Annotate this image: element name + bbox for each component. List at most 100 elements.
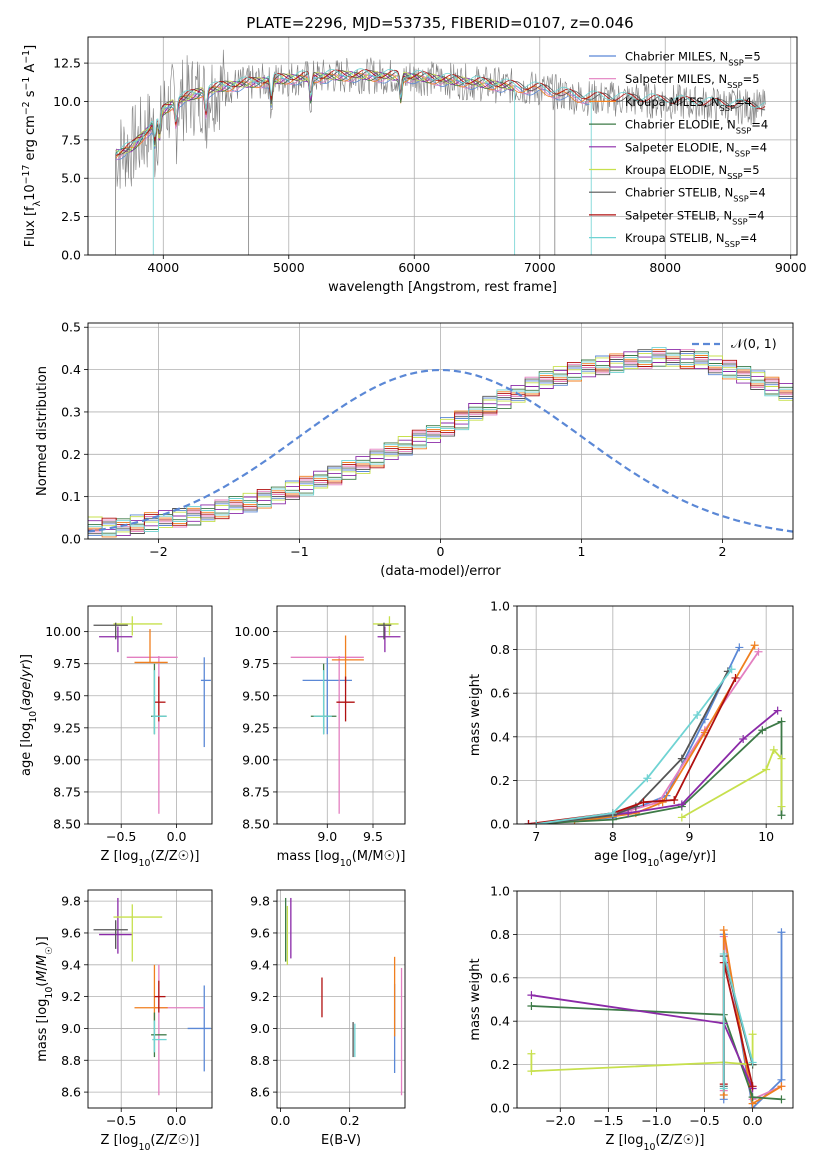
label-part: 𝒩 [731, 336, 746, 351]
y-tick-label: 0.4 [490, 1014, 510, 1029]
legend-label-salpeter_elodie: Salpeter ELODIE, NSSP=4 [625, 140, 767, 158]
label-part: 10 [23, 184, 38, 201]
x-tick-label: 5000 [273, 260, 305, 275]
panel-mass_vs_ebv: 0.0 0.2 8.6 8.8 9.0 9.2 9.4 9.6 9.8 E(B-V) [250, 889, 406, 1148]
weight-marker-salpeter_elodie [739, 734, 748, 743]
weight-marker-salpeter_elodie [773, 706, 782, 715]
weight-marker-chabrier_elodie [777, 1095, 786, 1104]
label-part: log [119, 1133, 139, 1148]
histogram-kroupa_stelib [88, 347, 793, 536]
label-part: −2 [21, 101, 32, 115]
y-tick-label: 9.00 [242, 752, 270, 767]
label-part: log [320, 849, 340, 864]
x-axis-label: Z [log10(Z/Z☉)] [606, 1133, 705, 1153]
x-tick-label: −0.5 [106, 1113, 136, 1128]
y-tick-label: 0.8 [490, 642, 510, 657]
weight-marker-salpeter_stelib [524, 820, 533, 824]
x-tick-label: 6000 [398, 260, 430, 275]
weight-marker-chabrier_elodie [748, 1093, 757, 1102]
weight-marker-kroupa_elodie [527, 1067, 536, 1076]
x-tick-label: 7000 [524, 260, 556, 275]
label-part: =5 [743, 163, 760, 177]
y-tick-label: 0.4 [490, 729, 510, 744]
label-part: Z [ [101, 1133, 119, 1148]
label-part: yr [19, 662, 34, 678]
label-part: log [627, 849, 647, 864]
weight-marker-kroupa_elodie [677, 813, 686, 822]
axes-frame [516, 605, 794, 825]
x-axis-label: E(B-V) [321, 1133, 361, 1148]
y-tick-label: 1.0 [490, 884, 510, 899]
label-part: 10 [28, 711, 39, 723]
figure-title: PLATE=2296, MJD=53735, FIBERID=0107, z=0… [246, 14, 633, 32]
x-tick-label: −1 [290, 544, 308, 559]
x-axis-label: (data-model)/error [380, 564, 501, 579]
y-tick-label: 0.0 [490, 1101, 510, 1116]
label-part: M [35, 955, 50, 966]
label-part: age [log [19, 723, 34, 776]
y-tick-label: 9.2 [250, 989, 270, 1004]
x-axis-label: Z [log10(Z/Z☉)] [101, 849, 200, 869]
y-tick-label: 7.5 [61, 132, 81, 147]
panel-mass_weight_vs_Z: −2.0 −1.5 −1.0 −0.5 0.0 0.0 0.2 0.4 0.6 0.8 1.0 Z [… [468, 884, 794, 1153]
y-axis-label: mass weight [468, 958, 483, 1040]
weight-marker-kroupa_stelib [727, 665, 736, 674]
y-tick-label: 8.50 [53, 817, 81, 832]
weight-line-chabrier_stelib [536, 670, 729, 824]
label-part: (data-model)/error [380, 564, 501, 579]
weight-marker-kroupa_stelib [532, 820, 541, 824]
weight-marker-chabrier_elodie [777, 811, 786, 820]
legend-label-chabrier_stelib: Chabrier STELIB, NSSP=4 [625, 186, 766, 204]
legend-normal-label: 𝒩(0, 1) [731, 336, 777, 351]
weight-marker-salpeter_elodie [677, 800, 686, 809]
x-tick-label: 0.0 [167, 829, 187, 844]
label-part: =4 [750, 140, 767, 154]
weight-marker-chabrier_stelib [677, 754, 686, 763]
model-spectrum-salpeter_stelib [115, 69, 766, 156]
plot-area [527, 926, 786, 1108]
plot-area [524, 641, 786, 824]
y-tick-label: 0.4 [61, 362, 81, 377]
legend: Chabrier MILES, N SSP =5 Salpeter MILES, N S… [589, 50, 768, 249]
label-part: −17 [21, 165, 32, 185]
x-axis-label: mass [log10(M/M☉)] [277, 849, 406, 869]
label-part: =4 [740, 231, 757, 245]
y-tick-label: 2.5 [61, 209, 81, 224]
y-tick-label: 9.6 [250, 925, 270, 940]
label-part: SSP [733, 194, 748, 204]
x-axis-label: age [log10(age/yr)] [594, 849, 716, 869]
label-part: =4 [751, 118, 768, 132]
y-tick-label: 0.3 [61, 404, 81, 419]
label-part: SSP [732, 216, 747, 226]
y-axis-label: age [log10(age/yr)] [19, 654, 39, 776]
axes-frame [516, 890, 794, 1109]
y-axis-label: Normed distribution [35, 366, 50, 496]
y-tick-label: 0.5 [61, 320, 81, 335]
label-part: 10 [139, 858, 151, 869]
weight-marker-kroupa_miles [719, 926, 728, 935]
weight-marker-kroupa_stelib [608, 809, 617, 818]
y-tick-label: 9.0 [250, 1021, 270, 1036]
y-tick-label: 8.6 [61, 1085, 81, 1100]
x-tick-label: 4000 [147, 260, 179, 275]
label-part: age [19, 682, 34, 706]
weight-marker-kroupa_elodie [527, 1049, 536, 1058]
label-part: Salpeter MILES, N [625, 72, 727, 86]
label-part: 10 [647, 858, 659, 869]
weight-marker-salpeter_stelib [731, 673, 740, 682]
label-part: A [23, 64, 38, 77]
weight-marker-kroupa_elodie [777, 802, 786, 811]
label-part: (0, 1) [743, 336, 777, 351]
panel-age_vs_mass: 9.0 9.5 8.50 8.75 9.00 9.25 9.50 9.75 10.00 mass … [234, 605, 406, 869]
x-tick-label: −1.5 [593, 1113, 623, 1128]
weight-marker-salpeter_stelib [748, 1082, 757, 1091]
x-tick-label: 9 [686, 829, 694, 844]
label-part: SSP [735, 148, 750, 158]
label-part: −1 [21, 77, 32, 91]
label-part: Chabrier MILES, N [625, 50, 728, 64]
label-part: Kroupa MILES, N [625, 95, 720, 109]
weight-marker-chabrier_miles [777, 928, 786, 937]
axes-frame [276, 889, 406, 1109]
y-tick-label: 9.50 [242, 688, 270, 703]
